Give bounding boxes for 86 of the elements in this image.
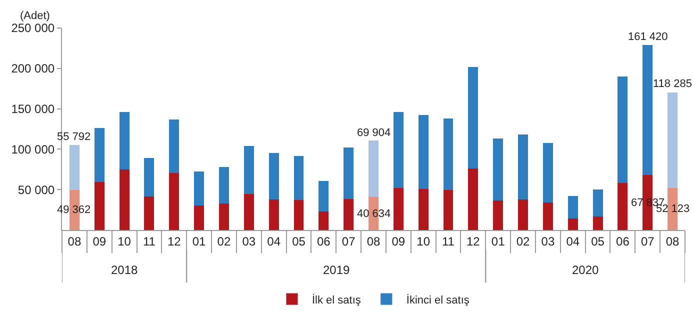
text: 2018 bbox=[111, 263, 138, 277]
x-tick-label: 07 bbox=[640, 234, 655, 248]
bar bbox=[518, 134, 528, 200]
x-tick-label: 02 bbox=[516, 234, 530, 248]
x-tick-label: 09 bbox=[392, 234, 406, 248]
bar bbox=[568, 196, 578, 218]
bar bbox=[642, 44, 653, 176]
x-tick-label: 07 bbox=[342, 234, 356, 248]
y-tick-label: 200 000 bbox=[11, 62, 55, 76]
bar bbox=[418, 189, 428, 230]
bar bbox=[169, 120, 180, 174]
text: 2019 bbox=[323, 263, 350, 277]
bar bbox=[219, 167, 229, 204]
bar bbox=[418, 114, 428, 190]
bar bbox=[294, 156, 304, 200]
bar bbox=[268, 153, 279, 200]
legend-label: İlk el satış bbox=[312, 293, 362, 306]
bar bbox=[244, 194, 254, 230]
x-tick-label: 09 bbox=[92, 234, 106, 248]
bar bbox=[244, 146, 254, 194]
bar bbox=[468, 67, 478, 169]
bar bbox=[94, 128, 104, 182]
x-tick-label: 04 bbox=[267, 234, 281, 248]
bar bbox=[518, 200, 528, 230]
bar bbox=[344, 147, 354, 199]
y-tick-label: 50 000 bbox=[18, 182, 55, 197]
bar bbox=[318, 181, 329, 212]
x-tick-label: 10 bbox=[118, 234, 132, 248]
x-tick-label: 11 bbox=[142, 234, 156, 248]
x-tick-label: 02 bbox=[217, 234, 231, 248]
x-tick-label: 03 bbox=[541, 234, 555, 248]
y-axis-title: (Adet) bbox=[20, 10, 50, 22]
text: 2020 bbox=[572, 263, 600, 277]
bar bbox=[542, 202, 553, 230]
bar bbox=[443, 190, 454, 230]
x-tick-label: 04 bbox=[566, 234, 580, 248]
bar bbox=[94, 182, 104, 230]
x-tick-label: 08 bbox=[366, 234, 380, 248]
x-tick-label: 12 bbox=[466, 234, 480, 248]
x-tick-label: 06 bbox=[316, 234, 331, 248]
bar bbox=[443, 118, 454, 190]
bar bbox=[119, 112, 130, 170]
x-tick-label: 10 bbox=[416, 234, 430, 248]
y-tick-label: 100 000 bbox=[11, 142, 55, 156]
x-tick-label: 01 bbox=[491, 234, 506, 248]
bar bbox=[592, 190, 603, 217]
x-tick-label: 12 bbox=[167, 234, 182, 248]
x-tick-label: 05 bbox=[591, 234, 605, 248]
data-label: 161 420 bbox=[628, 31, 668, 43]
x-tick-label: 06 bbox=[616, 234, 630, 248]
bar bbox=[144, 158, 154, 197]
bar bbox=[393, 188, 404, 230]
data-label: 118 285 bbox=[653, 78, 692, 90]
bar bbox=[119, 170, 130, 230]
bar bbox=[144, 196, 154, 230]
y-tick-label: 150 000 bbox=[11, 102, 55, 116]
bar bbox=[169, 173, 180, 230]
bar bbox=[393, 112, 404, 188]
data-label: 55 792 bbox=[57, 131, 91, 143]
bar bbox=[69, 145, 80, 190]
bar bbox=[368, 140, 378, 198]
bar bbox=[294, 200, 304, 230]
bar bbox=[268, 200, 279, 230]
bar bbox=[194, 206, 204, 230]
bar bbox=[219, 203, 229, 230]
bar bbox=[344, 198, 354, 230]
bar bbox=[568, 218, 578, 230]
x-tick-label: 11 bbox=[442, 234, 455, 248]
bar bbox=[493, 200, 504, 230]
x-tick-label: 08 bbox=[666, 234, 680, 248]
bar bbox=[194, 172, 204, 206]
bar bbox=[618, 76, 628, 183]
bar bbox=[618, 182, 628, 230]
bar bbox=[493, 138, 504, 201]
bar bbox=[318, 212, 329, 230]
legend-label: İkinci el satış bbox=[406, 293, 470, 306]
x-tick-label: 01 bbox=[192, 234, 206, 248]
y-tick-label: 250 000 bbox=[11, 21, 55, 36]
data-label: 69 904 bbox=[357, 127, 391, 139]
bar bbox=[592, 216, 603, 230]
bar bbox=[668, 92, 678, 188]
x-tick-label: 08 bbox=[68, 234, 82, 248]
x-tick-label: 05 bbox=[292, 234, 306, 248]
x-tick-label: 03 bbox=[242, 234, 256, 248]
bar bbox=[468, 168, 478, 230]
bar bbox=[542, 142, 553, 203]
